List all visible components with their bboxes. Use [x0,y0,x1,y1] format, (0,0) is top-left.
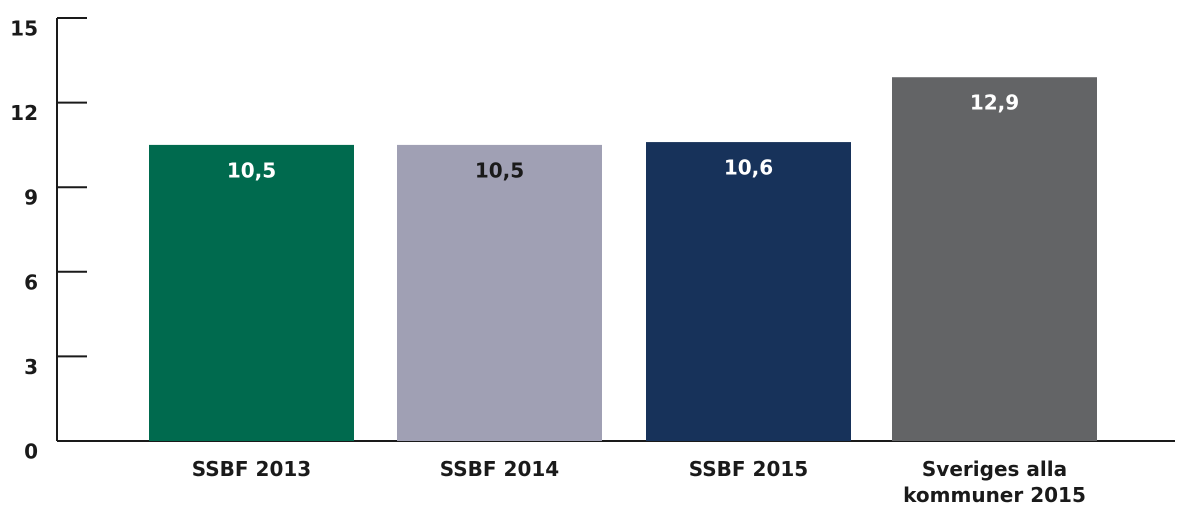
y-tick-label: 12 [10,101,38,125]
y-tick-label: 9 [24,186,38,210]
bar [149,144,354,441]
value-label: 10,5 [227,158,276,182]
x-tick-label: SSBF 2013 [191,457,312,481]
y-tick-label: 3 [24,355,38,379]
bar [397,144,602,441]
x-tick-label: SSBF 2014 [439,457,560,481]
x-tick-label: Sveriges alla kommuner 2015 [903,457,1086,506]
y-tick-label: 15 [10,17,38,41]
bar [646,142,851,441]
value-label: 10,6 [724,156,773,180]
x-tick-label: SSBF 2015 [688,457,809,481]
value-label: 10,5 [475,158,524,182]
y-tick-label: 6 [24,270,38,294]
y-tick-label: 0 [24,440,38,464]
value-label: 12,9 [970,91,1019,115]
bar [892,77,1097,441]
